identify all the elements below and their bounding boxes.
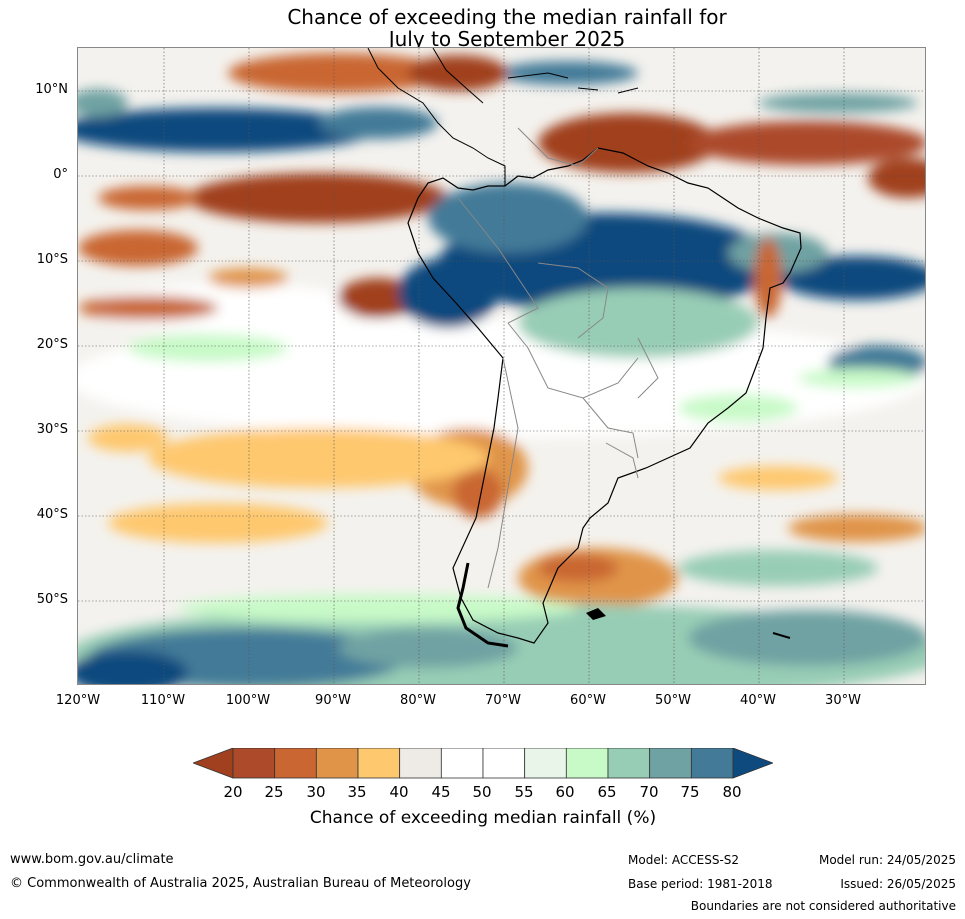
colorbar-tick-35: 35 bbox=[347, 783, 367, 801]
south-america-coastline bbox=[407, 147, 802, 644]
colorbar-tick-40: 40 bbox=[389, 783, 409, 801]
map-svg bbox=[78, 48, 925, 684]
lat-label-40s: 40°S bbox=[36, 507, 68, 522]
lon-label-60w: 60°W bbox=[570, 693, 606, 708]
disclaimer-text: Boundaries are not considered authoritat… bbox=[690, 899, 956, 913]
colorbar-tick-20: 20 bbox=[223, 783, 243, 801]
colorbar-tick-30: 30 bbox=[306, 783, 326, 801]
colorbar-tick-25: 25 bbox=[264, 783, 284, 801]
lon-label-80w: 80°W bbox=[400, 693, 436, 708]
country-borders bbox=[457, 127, 659, 589]
lon-label-50w: 50°W bbox=[655, 693, 691, 708]
colorbar-label: Chance of exceeding median rainfall (%) bbox=[309, 808, 657, 828]
lat-label-30s: 30°S bbox=[36, 422, 68, 437]
lon-label-120w: 120°W bbox=[55, 693, 101, 708]
colorbar-segment bbox=[232, 748, 276, 779]
website-link[interactable]: www.bom.gov.au/climate bbox=[10, 852, 174, 867]
model-run-text: Model run: 24/05/2025 bbox=[818, 853, 956, 867]
colorbar-tick-65: 65 bbox=[597, 783, 617, 801]
south-georgia-island bbox=[772, 632, 791, 639]
lon-label-110w: 110°W bbox=[140, 693, 186, 708]
colorbar-segment bbox=[274, 748, 317, 779]
caribbean-islands bbox=[507, 72, 639, 94]
lat-label-20s: 20°S bbox=[36, 337, 68, 352]
colorbar-segment bbox=[315, 748, 359, 779]
lat-label-50s: 50°S bbox=[36, 592, 68, 607]
colorbar-tick-50: 50 bbox=[472, 783, 492, 801]
colorbar bbox=[193, 748, 773, 779]
colorbar-tick-45: 45 bbox=[431, 783, 451, 801]
colorbar-segment bbox=[357, 748, 401, 779]
colorbar-tick-60: 60 bbox=[555, 783, 575, 801]
colorbar-tick-80: 80 bbox=[722, 783, 742, 801]
colorbar-extend-high bbox=[732, 748, 773, 779]
lon-label-100w: 100°W bbox=[225, 693, 271, 708]
colorbar-segment bbox=[399, 748, 442, 779]
colorbar-segment bbox=[440, 748, 484, 779]
copyright-text: © Commonwealth of Australia 2025, Austra… bbox=[10, 876, 471, 891]
lat-label-10n: 10°N bbox=[35, 82, 68, 97]
colorbar-extend-low bbox=[193, 748, 234, 779]
lon-label-30w: 30°W bbox=[825, 693, 861, 708]
colorbar-tick-55: 55 bbox=[514, 783, 534, 801]
rainfall-probability-map bbox=[77, 47, 926, 685]
model-text: Model: ACCESS-S2 bbox=[628, 853, 740, 867]
issued-text: Issued: 26/05/2025 bbox=[840, 877, 956, 891]
rainfall-field bbox=[78, 53, 925, 684]
graticule bbox=[78, 48, 925, 684]
lon-label-40w: 40°W bbox=[740, 693, 776, 708]
map-title-line2: July to September 2025 bbox=[388, 27, 626, 51]
lat-label-10s: 10°S bbox=[36, 252, 68, 267]
base-period-text: Base period: 1981-2018 bbox=[628, 877, 773, 891]
colorbar-segment bbox=[649, 748, 692, 779]
falkland-islands bbox=[586, 608, 606, 620]
lon-label-70w: 70°W bbox=[485, 693, 521, 708]
colorbar-segment bbox=[607, 748, 651, 779]
colorbar-segment bbox=[482, 748, 526, 779]
colorbar-segment bbox=[565, 748, 609, 779]
colorbar-segment bbox=[524, 748, 567, 779]
map-title-line1: Chance of exceeding the median rainfall … bbox=[287, 5, 727, 29]
colorbar-tick-70: 70 bbox=[639, 783, 659, 801]
chilean-archipelago bbox=[456, 562, 509, 648]
colorbar-segment bbox=[690, 748, 734, 779]
central-america-coastline bbox=[367, 48, 506, 186]
lat-label-0: 0° bbox=[53, 167, 68, 182]
colorbar-tick-75: 75 bbox=[680, 783, 700, 801]
lon-label-90w: 90°W bbox=[315, 693, 351, 708]
